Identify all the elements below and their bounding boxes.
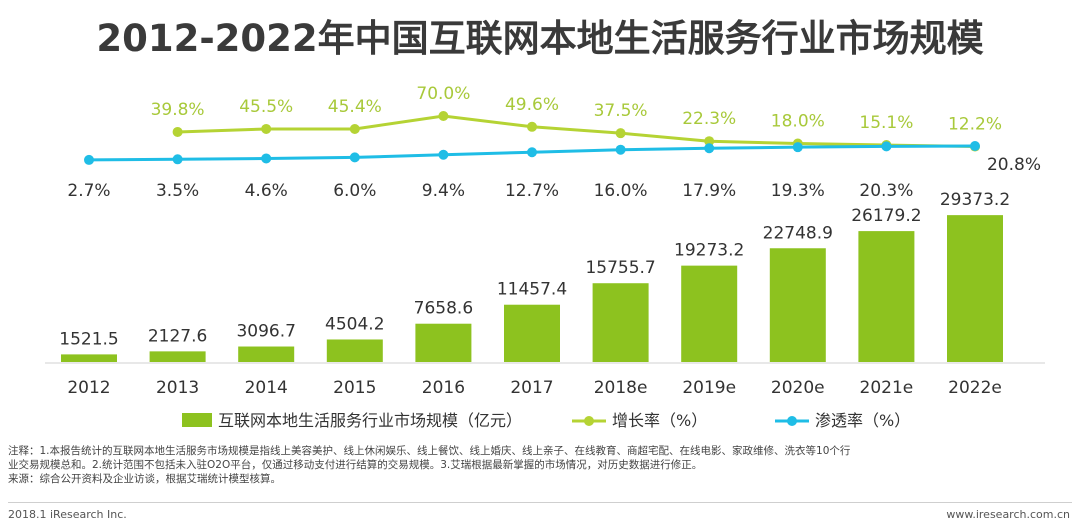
x-tick-label: 2018e [594,378,648,398]
penetration-rate-point [792,142,803,153]
x-tick-label: 2022e [948,378,1002,398]
bar [326,339,383,362]
penetration-rate-point [172,154,183,165]
note-line: 注释：1.本报告统计的互联网本地生活服务市场规模是指线上美容美护、线上休闲娱乐、… [8,445,851,457]
legend-penetration-marker [787,416,797,426]
penetration-rate-point [438,149,449,160]
legend-growth-marker [584,416,594,426]
note-line: 业交易规模总和。2.统计范围不包括未入驻O2O平台，仅通过移动支付进行结算的交易… [8,459,703,471]
bar-value-label: 26179.2 [851,206,921,226]
growth-rate-point [172,126,183,137]
bar-value-label: 15755.7 [585,258,655,278]
legend-growth-label: 增长率（%） [612,411,707,430]
growth-rate-label: 37.5% [594,101,648,121]
growth-rate-line [177,114,976,149]
growth-rate-point [527,121,537,132]
growth-rate-label: 12.2% [948,115,1002,135]
bar [592,283,649,362]
legend-bar-swatch [182,413,212,427]
bar [149,351,206,362]
bar-value-label: 19273.2 [674,241,744,261]
x-tick-label: 2017 [510,378,553,398]
penetration-rate-label: 12.7% [505,181,559,201]
growth-rate-point [438,111,449,121]
source-line: 来源：综合公开资料及企业访谈，根据艾瑞统计模型核算。 [8,473,281,485]
legend-penetration-label: 渗透率（%） [815,411,910,430]
penetration-rate-point [615,144,626,155]
penetration-rate-point [881,141,892,152]
penetration-rate-label: 20.8% [987,155,1041,175]
bar [858,231,915,362]
chart-title: 2012-2022年中国互联网本地生活服务行业市场规模 [96,17,984,60]
chart-area: 1521.5 2127.6 3096.7 4504.2 7658.6 11457.4 157… [45,84,1045,430]
bar-value-label: 1521.5 [59,329,118,349]
penetration-rate-label: 2.7% [67,181,110,201]
growth-rate-label: 18.0% [771,111,825,131]
growth-rate-label: 45.5% [239,97,293,117]
x-tick-label: 2016 [422,378,465,398]
bar [238,346,295,362]
x-tick-label: 2015 [333,378,376,398]
legend: 互联网本地生活服务行业市场规模（亿元） 增长率（%） 渗透率（%） [182,411,910,430]
penetration-rate-point [527,147,537,158]
penetration-rate-label: 4.6% [245,181,288,201]
penetration-rate-label: 19.3% [771,181,825,201]
bar [681,265,738,362]
growth-rate-point [349,124,360,135]
growth-rate-point [615,128,626,139]
bar-value-labels: 1521.5 2127.6 3096.7 4504.2 7658.6 11457.4 157… [59,190,1010,349]
bar [61,354,117,362]
bar [947,215,1003,362]
bar-value-label: 3096.7 [236,322,295,342]
bar-series [61,215,1003,362]
penetration-rate-label: 9.4% [422,181,465,201]
penetration-rate-point [261,153,272,164]
penetration-rate-point [349,152,360,163]
penetration-rate-label: 3.5% [156,181,199,201]
legend-bar-label: 互联网本地生活服务行业市场规模（亿元） [218,411,522,430]
penetration-rate-label: 20.3% [859,181,913,201]
bar-value-label: 7658.6 [414,299,473,319]
x-tick-label: 2013 [156,378,199,398]
x-tick-label: 2014 [245,378,288,398]
penetration-rate-point [970,141,980,151]
growth-rate-point [704,136,715,147]
penetration-rate-series: 2.7% 3.5% 4.6% 6.0% 9.4% 12.7% 16.0% 17.9% 19.3%… [67,141,1041,201]
growth-rate-label: 49.6% [505,95,559,115]
growth-rate-label: 45.4% [328,97,382,117]
bar [504,304,560,362]
growth-rate-point [261,123,272,134]
copyright: 2018.1 iResearch Inc. [8,508,127,521]
penetration-rate-label: 17.9% [682,181,736,201]
penetration-rate-point [84,154,94,165]
bar-value-label: 4504.2 [325,314,384,334]
footer-divider [8,502,1072,503]
x-tick-label: 2020e [771,378,825,398]
bar-value-label: 22748.9 [763,223,833,243]
x-tick-label: 2021e [860,378,914,398]
website: www.iresearch.com.cn [946,508,1070,521]
growth-rate-label: 70.0% [416,84,470,104]
penetration-rate-label: 16.0% [594,181,648,201]
bar [769,248,826,362]
growth-rate-label: 15.1% [859,113,913,133]
penetration-rate-point [704,143,715,154]
bar [415,323,472,362]
x-tick-label: 2012 [67,378,110,398]
bar-value-label: 29373.2 [940,190,1010,210]
growth-rate-label: 39.8% [151,100,205,120]
growth-rate-series: 39.8% 45.5% 45.4% 70.0% 49.6% 37.5% 22.3% 18.0%… [151,84,1002,152]
x-tick-labels: 2012 2013 2014 2015 2016 2017 2018e 2019e 2020e 2… [67,378,1002,398]
growth-rate-label: 22.3% [682,109,736,129]
notes: 注释：1.本报告统计的互联网本地生活服务市场规模是指线上美容美护、线上休闲娱乐、… [8,444,1072,486]
penetration-rate-label: 6.0% [333,181,376,201]
bar-value-label: 2127.6 [148,326,207,346]
bar-value-label: 11457.4 [497,280,567,300]
x-tick-label: 2019e [682,378,736,398]
